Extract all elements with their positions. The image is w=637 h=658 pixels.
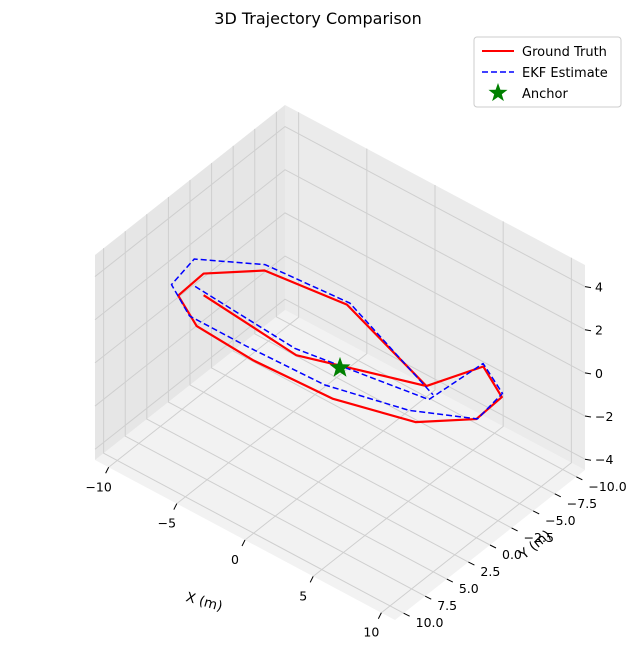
y-tick-3 [511, 527, 518, 532]
x-gridline-3 [312, 221, 504, 577]
y-gridline-0 [275, 111, 577, 478]
z-tick-label-3: 2 [595, 323, 603, 338]
x-tick-4 [377, 612, 382, 619]
z-tick-2 [584, 372, 592, 375]
x-gridline-0 [108, 112, 300, 468]
y-gridline-1 [254, 128, 556, 495]
y-tick-label-1: −7.5 [567, 496, 597, 511]
legend-ekf-label: EKF Estimate [522, 66, 608, 81]
z-tick-label-1: −2 [595, 409, 613, 424]
y-tick-label-5: 2.5 [480, 564, 500, 579]
y-gridline-7 [124, 231, 426, 597]
ekf-estimate-line [170, 258, 504, 420]
x-tick-label-0: −10 [85, 479, 111, 494]
x-tick-label-2: 0 [231, 552, 239, 567]
y-tick-4 [489, 544, 497, 549]
x-axis-label: X (m) [184, 589, 224, 615]
y-tick-6 [446, 578, 454, 583]
y-tick-label-4: 0.0 [502, 547, 522, 562]
anchor-marker-0 [329, 356, 351, 377]
tick-marks: −10 −5 0 5 10 −10.0 −7.5 −5.0 −2.50.02.55.07.5 10… [85, 280, 626, 640]
z-tick-4 [584, 286, 592, 289]
ground-truth-line [177, 269, 503, 424]
y-tick-label-7: 7.5 [437, 598, 457, 613]
y-tick-label-3: −2.5 [524, 530, 554, 545]
y-tick-label-2: −5.0 [545, 513, 575, 528]
x-tick-1 [173, 503, 178, 510]
y-gridline-5 [167, 197, 469, 563]
y-gridline-3 [211, 162, 512, 529]
x-tick-2 [241, 539, 246, 547]
x-tick-label-4: 10 [363, 625, 379, 640]
y-tick-label-8: 10.0 [416, 615, 444, 630]
z-tick-3 [584, 329, 592, 332]
y-gridline-8 [103, 248, 404, 614]
legend-frame [473, 36, 622, 108]
legend-anchor-star [488, 83, 508, 102]
z-tick-label-4: 4 [595, 280, 603, 295]
y-gridline-6 [146, 214, 448, 580]
y-tick-label-6: 5.0 [459, 581, 479, 596]
z-gridline-3 [94, 169, 586, 331]
z-gridline-4 [94, 125, 586, 288]
x-tick-label-1: −5 [158, 516, 176, 531]
y-tick-5 [468, 561, 475, 566]
series-layer [170, 258, 504, 424]
z-gridline-1 [94, 255, 586, 417]
z-gridline-0 [94, 298, 586, 460]
legend: Ground Truth EKF Estimate Anchor [473, 36, 622, 108]
x-gridline-1 [176, 148, 368, 505]
y-gridline-2 [232, 145, 534, 512]
legend-ground-truth-label: Ground Truth [522, 45, 607, 60]
x-tick-label-3: 5 [299, 588, 307, 603]
z-gridline-2 [94, 212, 586, 374]
x-gridline-2 [244, 185, 436, 541]
y-tick-7 [425, 595, 432, 600]
x-tick-0 [105, 467, 110, 474]
legend-anchor-label: Anchor [522, 87, 568, 102]
x-tick-3 [309, 576, 314, 583]
y-gridline-4 [189, 180, 491, 546]
chart-title: 3D Trajectory Comparison [214, 9, 421, 28]
y-tick-label-0: −10.0 [588, 479, 626, 494]
x-gridline-4 [381, 257, 572, 614]
y-tick-1 [554, 493, 561, 498]
y-tick-8 [403, 612, 410, 617]
y-tick-0 [576, 476, 583, 481]
z-tick-1 [584, 415, 592, 418]
z-tick-label-0: −4 [595, 452, 613, 467]
y-tick-2 [532, 510, 540, 515]
z-tick-0 [584, 458, 592, 461]
z-tick-label-2: 0 [595, 366, 603, 381]
grid-lines [94, 111, 586, 614]
